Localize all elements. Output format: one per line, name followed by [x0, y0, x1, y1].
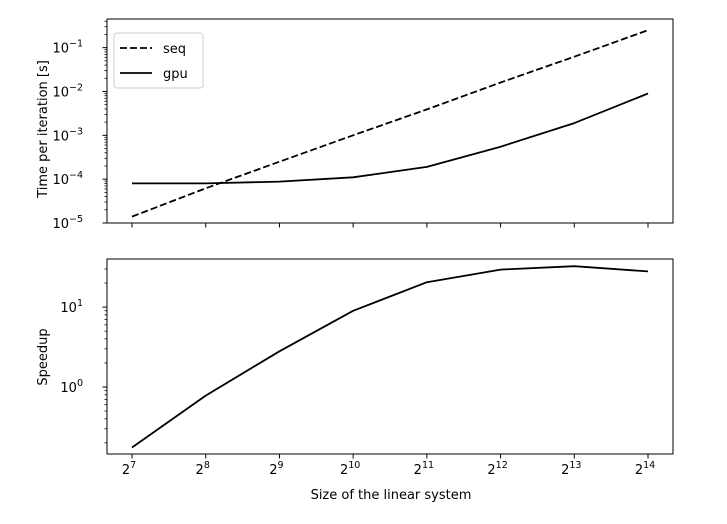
speedup-plot: 100 101 27 28 29 210 211 212 213 214: [60, 258, 674, 478]
y-tick-label: 101: [60, 298, 83, 316]
x-tick-label: 214: [635, 460, 655, 478]
top-y-axis-label: Time per iteration [s]: [36, 60, 51, 199]
legend-label-seq: seq: [163, 42, 186, 57]
plot-frame: [106, 18, 674, 224]
x-tick-label: 210: [340, 460, 360, 478]
speedup-series-line: [131, 265, 649, 449]
y-tick-label: 10−3: [52, 126, 83, 144]
x-tick-label: 213: [561, 460, 581, 478]
x-tick-label: 27: [122, 460, 136, 478]
x-tick-label: 29: [269, 460, 283, 478]
x-axis-label: Size of the linear system: [311, 488, 472, 503]
y-tick-label: 10−1: [52, 39, 83, 57]
plot-frame: [106, 258, 674, 455]
y-tick-label: 10−2: [52, 82, 83, 100]
y-tick-label: 10−4: [52, 170, 83, 188]
x-tick-label: 212: [487, 460, 507, 478]
time-per-iteration-plot: 10−5 10−4 10−3 10−2 10−1 seq gpu: [52, 18, 674, 232]
y-tick-label: 10−5: [52, 214, 83, 232]
legend: seq gpu: [113, 32, 204, 89]
x-tick-label: 211: [414, 460, 434, 478]
gpu-series-line: [132, 92, 649, 185]
legend-box: [113, 32, 204, 89]
bottom-y-axis-label: Speedup: [36, 328, 51, 385]
legend-label-gpu: gpu: [163, 67, 188, 82]
y-tick-label: 100: [60, 378, 83, 396]
x-tick-label: 28: [196, 460, 210, 478]
